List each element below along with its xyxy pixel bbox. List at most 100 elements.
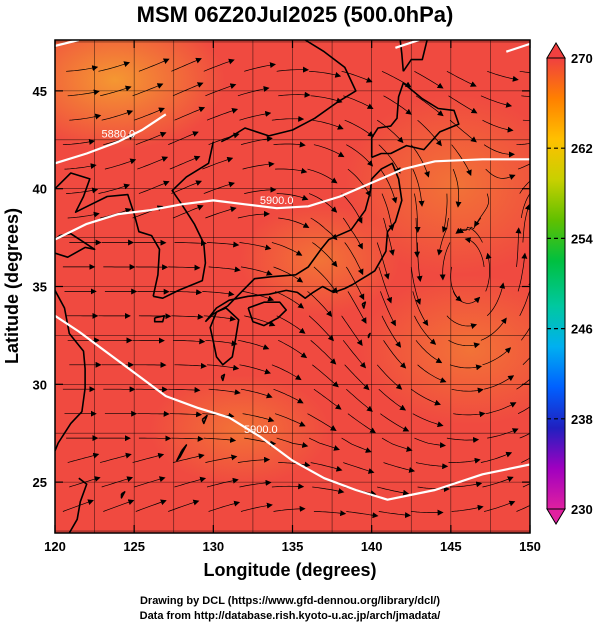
streamline [169,411,203,418]
streamline [378,388,407,411]
height-contour [55,314,530,501]
coastline [370,82,460,159]
streamline [378,266,393,304]
streamline [381,315,402,348]
height-contour [505,42,530,53]
streamline [203,58,235,72]
streamline [341,193,363,224]
streamline [309,70,342,78]
streamline [66,65,99,72]
streamline [313,144,345,158]
streamline [168,386,201,393]
coastline [399,40,405,72]
streamline [239,364,271,375]
colorbar-tick-label: 238 [571,412,593,427]
streamline [380,291,396,327]
streamline [485,402,517,415]
streamline [132,83,164,97]
streamline [480,451,513,463]
y-tick-label: 35 [33,280,47,295]
streamline [516,142,530,146]
streamline [521,326,530,341]
streamline [519,433,530,439]
colorbar-tick-label: 270 [571,51,593,66]
streamline [205,454,238,463]
streamline [383,462,416,473]
streamline [308,437,340,451]
streamline [271,242,303,256]
streamline [376,364,403,390]
streamline [515,227,522,267]
streamline [62,138,96,146]
streamline [343,462,375,474]
contour-label: 5900.0 [260,195,294,207]
streamline [377,486,410,496]
streamline [343,95,374,109]
streamline [312,364,339,388]
streamline [482,476,514,488]
streamline [487,428,519,439]
streamline [101,476,134,488]
streamline [522,483,530,488]
coastline [201,414,208,425]
streamline [446,315,478,329]
streamline [484,375,515,390]
streamline [522,119,530,121]
streamline [410,266,421,305]
streamline [242,413,275,423]
warm-region-southeast [360,275,530,425]
streamline [342,340,367,369]
streamline [483,144,515,158]
streamline [168,499,200,512]
streamline [208,500,241,512]
coastline [204,162,403,323]
streamline [519,70,530,73]
streamline [172,82,204,97]
height-contour [395,40,420,49]
streamline [517,252,528,292]
height-contour [55,113,167,165]
streamline [381,70,412,88]
streamline [138,180,170,194]
streamline [67,211,100,219]
streamline [414,315,437,345]
streamline [417,119,442,147]
streamline [347,413,377,434]
streamline [134,476,166,488]
streamline [449,119,477,143]
streamline [482,347,512,366]
streamline [101,109,134,121]
streamline [464,237,485,267]
colorbar-tick-label: 262 [571,141,593,156]
streamline [441,193,448,233]
streamline [312,486,345,494]
coastline [120,491,126,499]
x-tick-label: 145 [440,539,462,554]
streamline [381,193,395,231]
streamline [275,167,308,174]
streamline [448,339,481,349]
streamline [168,131,199,146]
streamline [484,500,516,512]
streamline [274,413,306,427]
streamline [205,339,238,347]
streamline [271,364,302,381]
streamline [310,95,343,104]
streamline [278,91,311,98]
colorbar-extend-top [546,42,566,59]
streamline [174,106,206,121]
streamline [381,437,413,452]
x-tick-label: 150 [519,539,541,554]
y-tick-label: 30 [33,377,47,392]
streamline [237,210,270,219]
streamline [276,66,309,73]
streamline [172,204,204,219]
x-tick-label: 135 [282,539,304,554]
streamline [410,144,430,178]
streamline [206,477,239,488]
height-contour [55,40,80,47]
streamline [517,406,530,415]
streamline [135,499,167,512]
streamline [308,315,334,342]
